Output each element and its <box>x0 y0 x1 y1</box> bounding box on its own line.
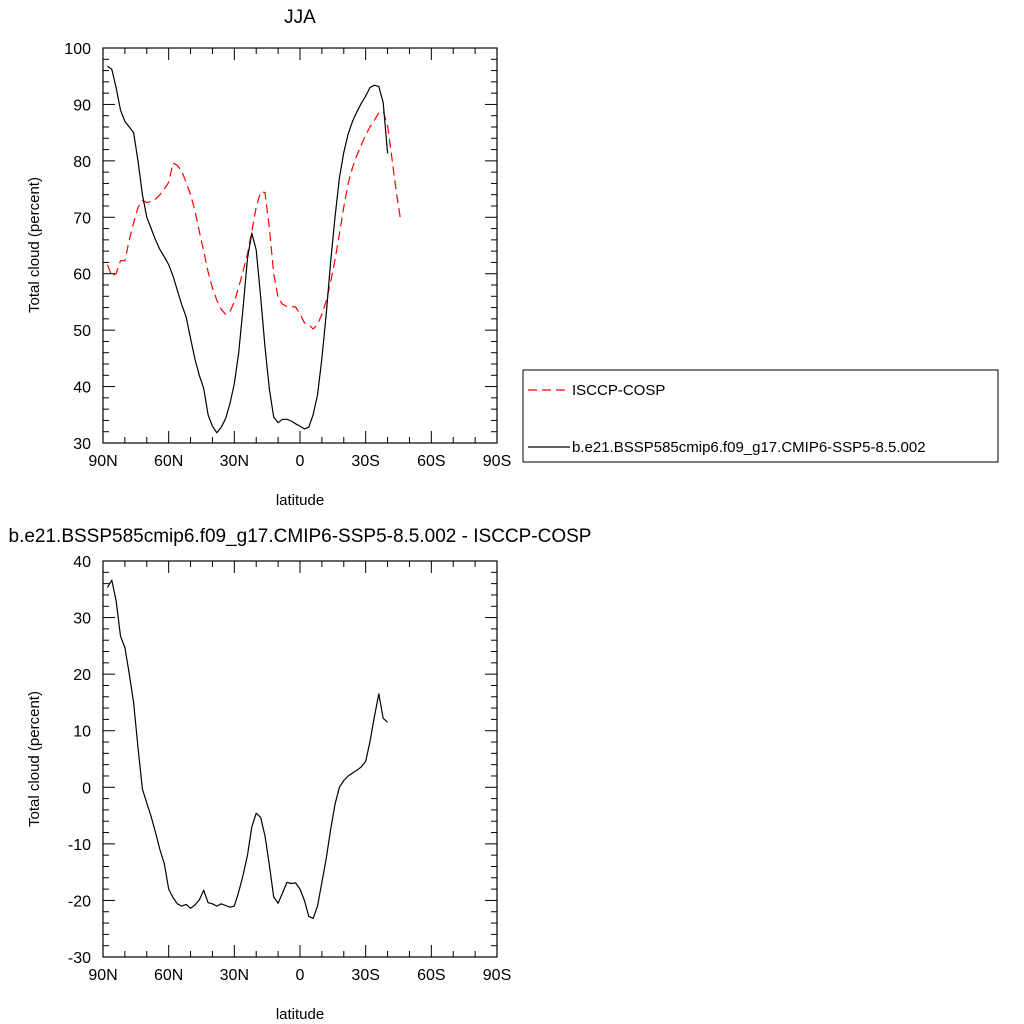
top-chart-frame <box>102 47 498 444</box>
top-y-tick-label: 60 <box>73 267 91 284</box>
bottom-chart-frame <box>102 560 498 958</box>
bottom-chart: b.e21.BSSP585cmip6.f09_g17.CMIP6-SSP5-8.… <box>9 526 592 1023</box>
top-y-tick-label: 30 <box>73 436 91 453</box>
top-x-tick-label: 30S <box>351 453 379 470</box>
bottom-y-tick-label: -30 <box>68 950 91 967</box>
top-x-tick-label: 0 <box>296 453 305 470</box>
bottom-y-tick-label: 40 <box>73 554 91 571</box>
bottom-chart-xlabel: latitude <box>276 1006 324 1023</box>
bottom-series-line-0 <box>106 579 388 920</box>
bottom-x-tick-label: 60N <box>154 967 183 984</box>
bottom-y-tick-label: -20 <box>68 893 91 910</box>
top-x-tick-label: 60S <box>417 453 445 470</box>
bottom-x-tick-label: 0 <box>296 967 305 984</box>
bottom-x-tick-label: 30N <box>220 967 249 984</box>
bottom-chart-ylabel: Total cloud (percent) <box>26 691 43 827</box>
legend-box <box>522 369 999 463</box>
top-y-tick-label: 70 <box>73 210 91 227</box>
bottom-chart-title: b.e21.BSSP585cmip6.f09_g17.CMIP6-SSP5-8.… <box>9 526 592 547</box>
top-y-tick-label: 100 <box>64 41 91 58</box>
bottom-y-tick-label: -10 <box>68 837 91 854</box>
top-chart-plot-area: 90N 60N 30N 0 30S 60S 90S 30 40 50 60 70 80 90 100 <box>64 41 511 470</box>
top-series-line-0 <box>106 110 402 330</box>
top-chart-title: JJA <box>284 7 316 28</box>
bottom-y-tick-label: 10 <box>73 724 91 741</box>
legend-label-model: b.e21.BSSP585cmip6.f09_g17.CMIP6-SSP5-8.… <box>572 439 926 456</box>
top-y-tick-label: 50 <box>73 323 91 340</box>
top-chart-ylabel: Total cloud (percent) <box>26 177 43 313</box>
top-x-tick-label: 60N <box>154 453 183 470</box>
top-y-tick-label: 40 <box>73 380 91 397</box>
top-y-tick-label: 90 <box>73 97 91 114</box>
bottom-x-tick-label: 90N <box>88 967 117 984</box>
bottom-x-tick-label: 30S <box>351 967 379 984</box>
legend-label-isccp: ISCCP-COSP <box>572 382 665 399</box>
top-chart-xlabel: latitude <box>276 492 324 509</box>
top-y-tick-label: 80 <box>73 154 91 171</box>
bottom-x-tick-label: 90S <box>483 967 511 984</box>
top-x-tick-label: 90S <box>483 453 511 470</box>
top-x-tick-label: 30N <box>220 453 249 470</box>
top-chart: JJA 90N 60N 30N 0 30S 60S 90S 30 40 50 60 70 80 90 100… <box>26 7 511 509</box>
bottom-y-tick-label: 30 <box>73 611 91 628</box>
bottom-x-tick-label: 60S <box>417 967 445 984</box>
bottom-y-tick-label: 20 <box>73 667 91 684</box>
top-x-tick-label: 90N <box>88 453 117 470</box>
bottom-chart-plot-area: 90N 60N 30N 0 30S 60S 90S -30 -20 -10 0 10 20 30 40 <box>68 554 511 984</box>
bottom-y-tick-label: 0 <box>82 780 91 797</box>
top-series-line-1 <box>107 65 389 434</box>
legend: ISCCP-COSP b.e21.BSSP585cmip6.f09_g17.CM… <box>522 369 999 463</box>
